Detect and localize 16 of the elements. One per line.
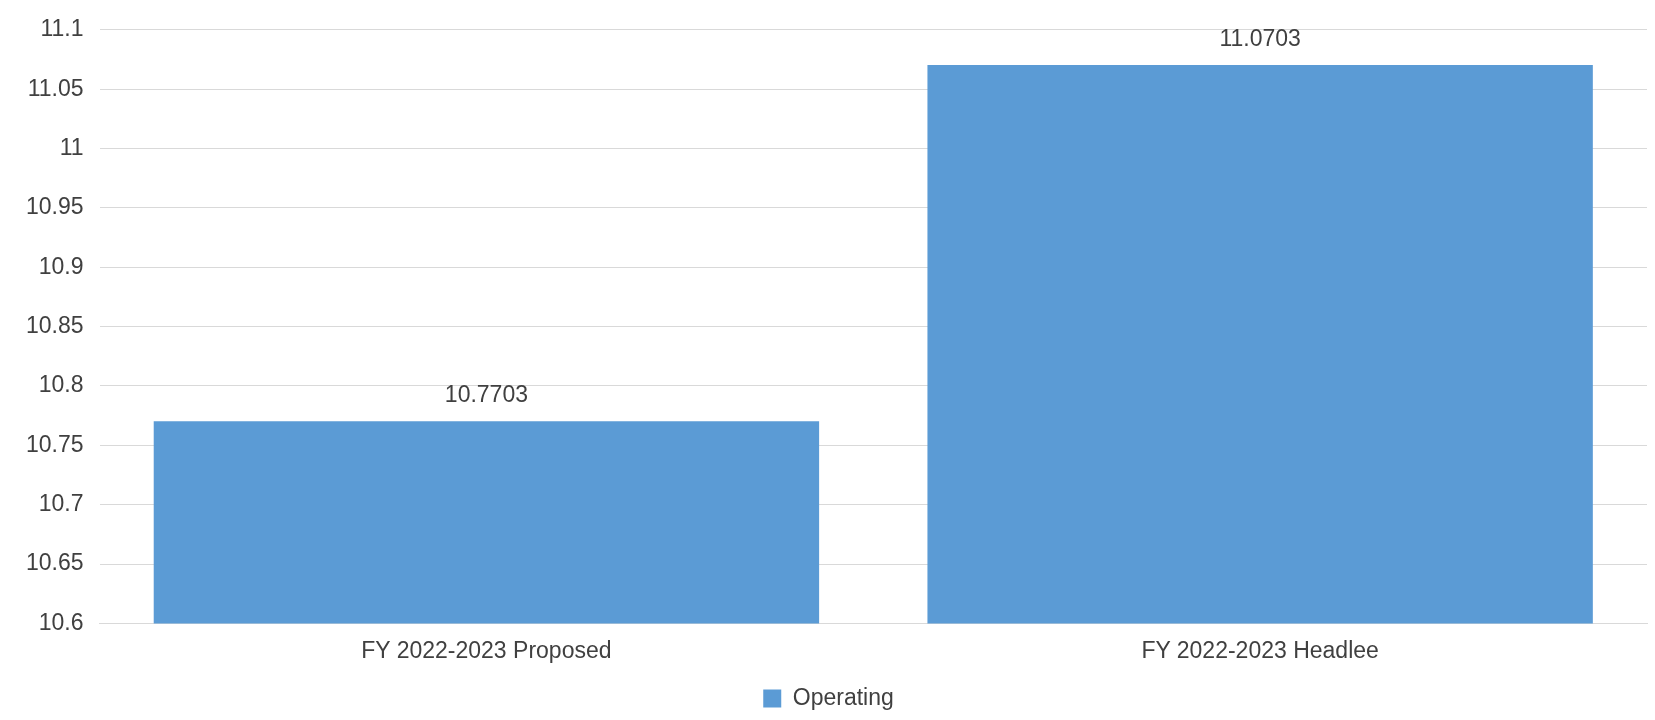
y-tick-label: 11.1 — [40, 15, 84, 42]
y-tick-label: 11 — [59, 133, 84, 160]
legend-label: Operating — [792, 683, 894, 710]
y-tick-label: 10.8 — [38, 371, 84, 398]
y-tick-label: 10.95 — [25, 193, 84, 220]
y-tick-label: 10.75 — [25, 430, 84, 457]
y-tick-label: 10.85 — [25, 311, 84, 338]
y-tick-label: 10.6 — [38, 608, 84, 635]
y-tick-label: 10.9 — [38, 252, 84, 279]
data-label: 10.7703 — [444, 381, 528, 408]
y-tick-label: 10.65 — [25, 549, 84, 576]
y-tick-label: 11.05 — [27, 74, 84, 101]
data-label: 11.0703 — [1219, 24, 1301, 51]
y-tick-label: 10.7 — [38, 490, 84, 517]
x-tick-label: FY 2022-2023 Headlee — [1141, 636, 1379, 663]
x-tick-label: FY 2022-2023 Proposed — [361, 636, 612, 663]
